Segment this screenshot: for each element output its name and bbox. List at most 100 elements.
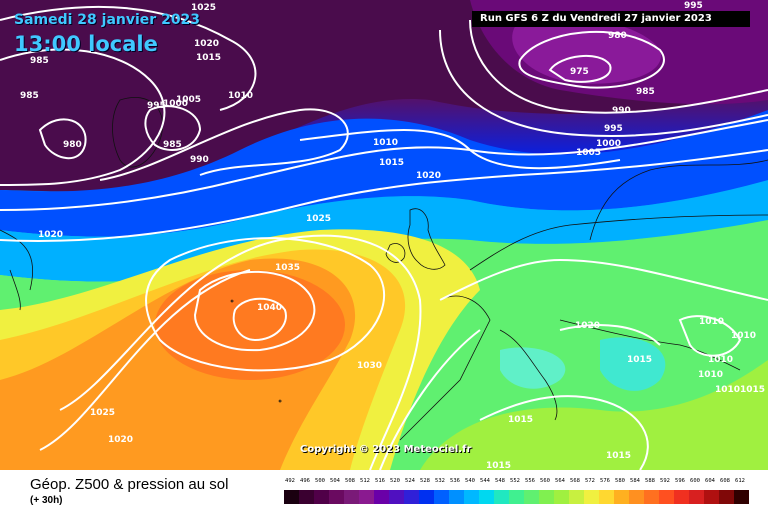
- scale-label: 500: [315, 478, 325, 484]
- color-scale: 492 496 500 504 508 512 516 520 524 528 532 536 540 5…: [284, 478, 752, 504]
- scale-label: 504: [330, 478, 340, 484]
- scale-swatch: [584, 490, 599, 504]
- scale-label: 512: [360, 478, 370, 484]
- scale-swatch: [359, 490, 374, 504]
- run-info: Run GFS 6 Z du Vendredi 27 janvier 2023: [472, 11, 750, 27]
- scale-label: 496: [300, 478, 310, 484]
- scale-swatch: [419, 490, 434, 504]
- isobar-label: 1015: [486, 461, 511, 470]
- scale-swatch: [689, 490, 704, 504]
- scale-swatch: [719, 490, 734, 504]
- isobar-label: 1015: [606, 451, 631, 461]
- isobar-label: 1020: [416, 171, 441, 181]
- isobar-label: 990: [190, 155, 209, 165]
- forecast-date: Samedi 28 janvier 2023: [14, 12, 201, 28]
- isobar-label: 985: [20, 91, 39, 101]
- scale-swatch: [644, 490, 659, 504]
- scale-swatch: [404, 490, 419, 504]
- isobar-label: 1015: [196, 53, 221, 63]
- isobar-label: 1000: [163, 99, 188, 109]
- scale-swatch: [629, 490, 644, 504]
- forecast-time: 13:00 locale: [14, 32, 158, 56]
- scale-swatch: [674, 490, 689, 504]
- scale-label: 604: [705, 478, 715, 484]
- isobar-label: 995: [604, 124, 623, 134]
- isobar-label: 990: [612, 106, 631, 116]
- scale-label: 560: [540, 478, 550, 484]
- scale-label: 548: [495, 478, 505, 484]
- isobar-label: 1020: [38, 230, 63, 240]
- isobar-label: 985: [30, 56, 49, 66]
- scale-swatch: [434, 490, 449, 504]
- isobar-label: 1015: [740, 385, 765, 395]
- isobar-label: 1010: [698, 370, 723, 380]
- isobar-label: 985: [163, 140, 182, 150]
- isobar-label: 1015: [379, 158, 404, 168]
- isobar-label: 995: [684, 1, 703, 11]
- scale-swatch: [524, 490, 539, 504]
- scale-label: 592: [660, 478, 670, 484]
- isobar-label: 1005: [176, 95, 201, 105]
- scale-swatch: [464, 490, 479, 504]
- scale-swatch: [569, 490, 584, 504]
- isobar-label: 1010: [373, 138, 398, 148]
- scale-label: 540: [465, 478, 475, 484]
- scale-label: 524: [405, 478, 415, 484]
- isobar-label: 1005: [576, 148, 601, 158]
- isobar-label: 995: [147, 101, 166, 111]
- isobar-label: 1010: [708, 355, 733, 365]
- scale-swatch: [599, 490, 614, 504]
- scale-swatch: [494, 490, 509, 504]
- isobar-label: 1040: [257, 303, 282, 313]
- isobar-label: 1025: [191, 3, 216, 13]
- isobar-label: 1010: [715, 385, 740, 395]
- isobar-label: 1025: [306, 214, 331, 224]
- scale-swatch: [614, 490, 629, 504]
- scale-label: 536: [450, 478, 460, 484]
- scale-label: 608: [720, 478, 730, 484]
- scale-swatch: [509, 490, 524, 504]
- scale-label: 568: [570, 478, 580, 484]
- copyright: Copyright © 2023 Meteociel.fr: [300, 444, 472, 455]
- scale-swatch: [554, 490, 569, 504]
- scale-swatch: [284, 490, 299, 504]
- isobar-label: 985: [636, 87, 655, 97]
- isobar-label: 980: [608, 31, 627, 41]
- map-title: Géop. Z500 & pression au sol: [30, 476, 229, 493]
- isobar-label: 1020: [194, 39, 219, 49]
- scale-swatch: [539, 490, 554, 504]
- isobar-label: 1010: [699, 317, 724, 327]
- isobar-label: 1015: [627, 355, 652, 365]
- color-scale-bar: [284, 490, 749, 504]
- scale-label: 584: [630, 478, 640, 484]
- scale-label: 532: [435, 478, 445, 484]
- color-scale-ticks: 492 496 500 504 508 512 516 520 524 528 532 536 540 5…: [284, 478, 752, 488]
- scale-label: 556: [525, 478, 535, 484]
- scale-swatch: [479, 490, 494, 504]
- isobar-label: 1035: [275, 263, 300, 273]
- scale-swatch: [314, 490, 329, 504]
- scale-label: 588: [645, 478, 655, 484]
- map-subtitle: (+ 30h): [30, 495, 63, 506]
- scale-label: 508: [345, 478, 355, 484]
- isobar-label: 1015: [508, 415, 533, 425]
- scale-label: 492: [285, 478, 295, 484]
- isobar-label: 1020: [575, 321, 600, 331]
- isobar-label: 1020: [108, 435, 133, 445]
- isobar-label: 1025: [90, 408, 115, 418]
- scale-label: 576: [600, 478, 610, 484]
- scale-label: 516: [375, 478, 385, 484]
- scale-swatch: [374, 490, 389, 504]
- scale-swatch: [659, 490, 674, 504]
- isobar-label: 1010: [228, 91, 253, 101]
- scale-swatch: [329, 490, 344, 504]
- isobar-label: 1000: [596, 139, 621, 149]
- scale-label: 528: [420, 478, 430, 484]
- scale-label: 564: [555, 478, 565, 484]
- isobar-label: 980: [63, 140, 82, 150]
- scale-label: 552: [510, 478, 520, 484]
- scale-swatch: [704, 490, 719, 504]
- scale-swatch: [389, 490, 404, 504]
- scale-label: 600: [690, 478, 700, 484]
- isobar-label: 1030: [357, 361, 382, 371]
